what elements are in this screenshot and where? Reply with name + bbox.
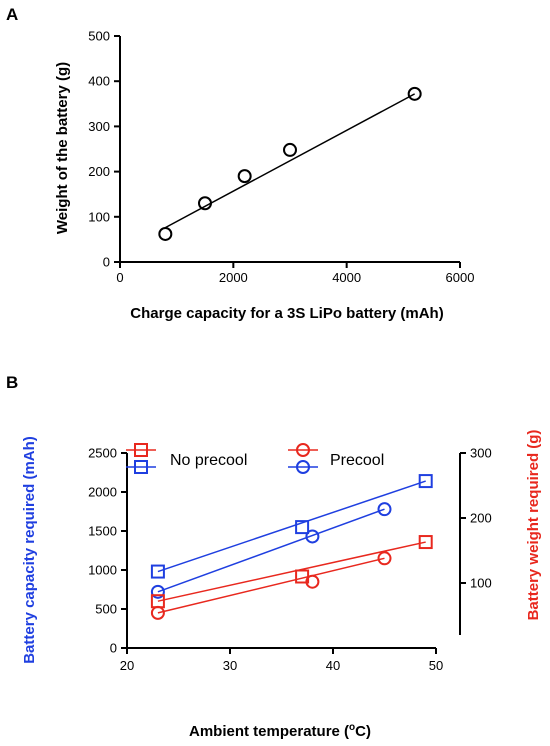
panel-a-y-tick-label: 100 bbox=[88, 209, 110, 224]
x-title-main: Ambient temperature ( bbox=[189, 723, 349, 740]
panel-b-marks bbox=[150, 474, 433, 620]
panel-b-letter: B bbox=[6, 373, 18, 392]
panel-b-left-tick-label: 2000 bbox=[88, 485, 117, 500]
panel-a-y-axis-title: Weight of the battery (g) bbox=[54, 62, 71, 234]
legend-marker bbox=[134, 460, 148, 474]
panel-b-x-tick-label: 20 bbox=[120, 658, 134, 673]
panel-b-y-axis-title-left: Battery capacity required (mAh) bbox=[21, 436, 38, 664]
legend-label: Precool bbox=[330, 452, 384, 469]
legend-marker bbox=[296, 460, 310, 474]
panel-a-fit-line bbox=[164, 93, 416, 229]
panel-b-y-axis-title-right: Battery weight required (g) bbox=[525, 430, 542, 621]
legend-label: No precool bbox=[170, 452, 247, 469]
panel-b-series-line bbox=[157, 557, 385, 614]
panel-b-data-point bbox=[305, 574, 320, 589]
panel-b-data-point bbox=[418, 535, 433, 550]
panel-b-data-point bbox=[150, 605, 165, 620]
x-title-end: C) bbox=[355, 723, 371, 740]
panel-b-left-tick-label: 0 bbox=[110, 641, 117, 656]
panel-b-x-tick-label: 30 bbox=[223, 658, 237, 673]
panel-b-x-axis-title: Ambient temperature (oC) bbox=[189, 722, 371, 740]
panel-b-left-tick-label: 2500 bbox=[88, 446, 117, 461]
panel-a-x-tick-label: 4000 bbox=[332, 270, 361, 285]
panel-a-y-tick-label: 0 bbox=[103, 255, 110, 270]
panel-b-data-point bbox=[418, 474, 433, 489]
panel-a-x-tick-label: 0 bbox=[116, 270, 123, 285]
panel-a-y-tick-label: 200 bbox=[88, 164, 110, 179]
panel-b-x-tick-label: 40 bbox=[326, 658, 340, 673]
panel-a-data-point bbox=[407, 86, 422, 101]
legend-marker bbox=[134, 443, 148, 457]
panel-b-right-tick-label: 300 bbox=[470, 446, 492, 461]
panel-a-y-tick-label: 300 bbox=[88, 119, 110, 134]
panel-b-right-tick-label: 100 bbox=[470, 576, 492, 591]
panel-a-data-point bbox=[283, 142, 297, 157]
panel-b-x-tick-label: 50 bbox=[429, 658, 443, 673]
panel-b-data-point bbox=[150, 584, 165, 599]
panel-b-data-point bbox=[305, 529, 320, 544]
panel-b-data-point bbox=[377, 551, 392, 566]
panel-b-right-tick-label: 200 bbox=[470, 511, 492, 526]
panel-a-x-tick-label: 6000 bbox=[446, 270, 475, 285]
panel-b-data-point bbox=[295, 520, 310, 535]
panel-b-series-line bbox=[157, 480, 426, 573]
panel-a-data-point bbox=[198, 196, 212, 211]
panel-a-y-tick-label: 500 bbox=[88, 29, 110, 44]
panel-b-series-line bbox=[157, 508, 385, 593]
panel-a-axes: 0 2000 4000 6000 0 100 200 300 400 500 bbox=[88, 29, 474, 286]
panel-a-x-tick-label: 2000 bbox=[219, 270, 248, 285]
legend-marker bbox=[296, 443, 310, 457]
panel-a-x-axis-title: Charge capacity for a 3S LiPo battery (m… bbox=[130, 305, 443, 322]
panel-a-y-tick-label: 400 bbox=[88, 74, 110, 89]
x-title-superscript: o bbox=[349, 722, 355, 733]
panel-a-data-point bbox=[237, 169, 252, 184]
panel-a-data-point bbox=[158, 226, 173, 241]
panel-b-data-point bbox=[377, 502, 392, 517]
panel-b-left-tick-label: 1000 bbox=[88, 563, 117, 578]
panel-a-letter: A bbox=[6, 5, 18, 24]
panel-a-marks bbox=[158, 86, 422, 241]
panel-b-left-tick-label: 500 bbox=[95, 602, 117, 617]
panel-b-series-line bbox=[157, 541, 426, 602]
panel-b-left-tick-label: 1500 bbox=[88, 524, 117, 539]
panel-b-legend: No precool Precool bbox=[126, 443, 384, 474]
panel-b-data-point bbox=[150, 564, 165, 579]
